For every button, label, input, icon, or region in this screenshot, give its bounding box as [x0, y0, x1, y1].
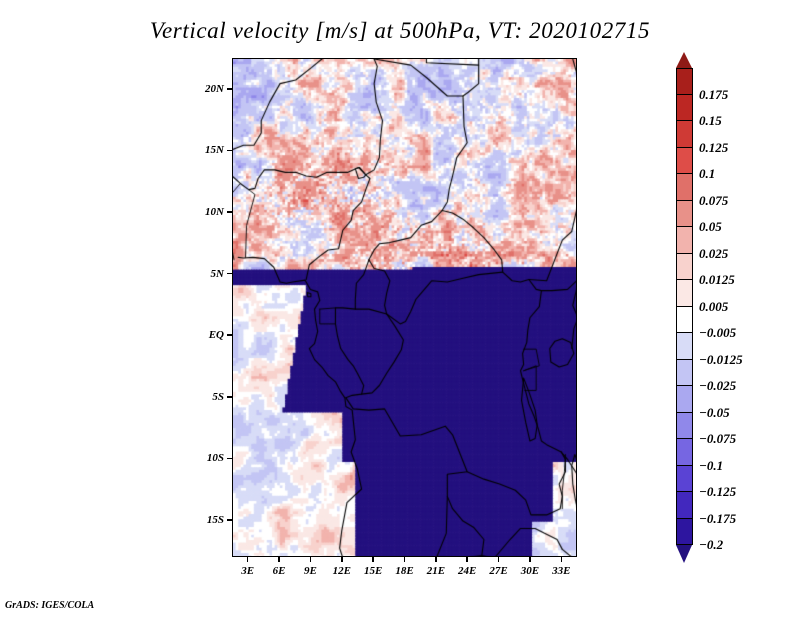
colorbar-tick-label: 0.1: [699, 166, 716, 181]
x-axis-tick-label: 18E: [395, 565, 414, 577]
colorbar-tick-label: −0.125: [699, 484, 737, 499]
colorbar-band: [676, 280, 693, 307]
colorbar-band: [676, 386, 693, 413]
colorbar-band: [676, 227, 693, 254]
colorbar-band: [676, 492, 693, 519]
y-axis-tick-mark: [227, 88, 232, 90]
y-axis-tick-label: 15N: [205, 144, 224, 157]
x-axis-tick-mark: [435, 557, 437, 562]
x-axis-tick-label: 30E: [520, 565, 540, 577]
x-axis-tick-mark: [372, 557, 374, 562]
y-axis-tick-label: 5S: [212, 390, 224, 403]
y-axis-tick-label: 15S: [206, 514, 224, 527]
colorbar-band: [676, 253, 693, 280]
colorbar-tick-label: 0.075: [699, 192, 729, 208]
y-axis-tick-label: 10S: [206, 452, 224, 465]
y-axis-tick-mark: [227, 396, 232, 398]
x-axis-tick-mark: [246, 557, 249, 562]
country-borders-overlay: [233, 59, 576, 556]
colorbar-tick-label: −0.2: [699, 537, 724, 552]
colorbar-band: [676, 174, 693, 201]
x-axis-tick-mark: [309, 557, 312, 562]
x-axis-tick-label: 3E: [241, 565, 255, 577]
colorbar-band: [676, 121, 693, 148]
colorbar[interactable]: [676, 68, 693, 545]
colorbar-band: [676, 147, 693, 174]
x-axis-tick-label: 6E: [272, 565, 286, 577]
y-axis-tick-mark: [227, 272, 232, 275]
colorbar-band: [676, 200, 693, 227]
colorbar-band: [676, 359, 693, 386]
y-axis-tick-label: EQ: [208, 329, 224, 342]
x-axis-tick-label: 27E: [489, 565, 508, 577]
colorbar-band: [676, 333, 693, 360]
colorbar-tick-label: 0.0125: [699, 272, 735, 287]
colorbar-tick-label: −0.075: [699, 431, 737, 446]
x-axis-tick-mark: [529, 557, 531, 562]
colorbar-tick-label: 0.15: [699, 113, 722, 128]
colorbar-tick-label: 0.175: [699, 86, 729, 102]
y-axis-tick-mark: [227, 211, 232, 213]
colorbar-band: [676, 465, 693, 492]
x-axis-tick-mark: [497, 557, 500, 562]
y-axis-tick-mark: [227, 519, 232, 521]
colorbar-tick-label: 0.005: [699, 298, 729, 314]
y-axis-tick-mark: [227, 457, 232, 460]
colorbar-arrow-bottom: [676, 545, 692, 563]
footer-credit: GrADS: IGES/COLA: [5, 600, 95, 611]
y-axis-tick-mark: [227, 334, 232, 336]
x-axis-tick-mark: [341, 557, 343, 562]
colorbar-tick-label: −0.025: [699, 378, 737, 393]
colorbar-arrow-top: [676, 52, 692, 68]
x-axis-tick-label: 9E: [303, 565, 317, 577]
x-axis-tick-label: 24E: [458, 565, 477, 577]
x-axis-tick-mark: [560, 557, 563, 562]
x-axis-tick-label: 15E: [363, 565, 383, 577]
x-axis-tick-mark: [403, 557, 406, 562]
y-axis-tick-label: 20N: [205, 82, 224, 95]
x-axis-tick-label: 33E: [552, 565, 571, 577]
colorbar-band: [676, 306, 693, 333]
colorbar-tick-label: 0.125: [699, 139, 729, 155]
colorbar-tick-label: −0.0125: [699, 351, 743, 367]
map-plot-area[interactable]: [232, 58, 577, 557]
y-axis-tick-label: 5N: [210, 267, 224, 280]
colorbar-tick-label: −0.1: [699, 457, 724, 473]
colorbar-band: [676, 518, 693, 545]
colorbar-tick-label: −0.005: [699, 325, 737, 340]
colorbar-band: [676, 412, 693, 439]
colorbar-tick-label: −0.175: [699, 510, 737, 526]
x-axis-tick-mark: [466, 557, 468, 562]
colorbar-band: [676, 68, 693, 95]
x-axis-tick-mark: [278, 557, 280, 562]
colorbar-tick-label: 0.05: [699, 219, 722, 234]
colorbar-tick-label: 0.025: [699, 245, 729, 261]
colorbar-band: [676, 439, 693, 466]
x-axis-tick-label: 21E: [426, 565, 446, 577]
page-title: Vertical velocity [m/s] at 500hPa, VT: 2…: [149, 18, 651, 43]
y-axis-tick-mark: [227, 149, 232, 152]
colorbar-band: [676, 94, 693, 121]
y-axis-tick-label: 10N: [205, 206, 224, 218]
colorbar-tick-label: −0.05: [699, 404, 730, 420]
x-axis-tick-label: 12E: [332, 565, 351, 577]
